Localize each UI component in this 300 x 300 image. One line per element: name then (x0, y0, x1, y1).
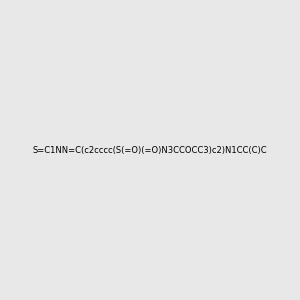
Text: S=C1NN=C(c2cccc(S(=O)(=O)N3CCOCC3)c2)N1CC(C)C: S=C1NN=C(c2cccc(S(=O)(=O)N3CCOCC3)c2)N1C… (33, 146, 267, 154)
